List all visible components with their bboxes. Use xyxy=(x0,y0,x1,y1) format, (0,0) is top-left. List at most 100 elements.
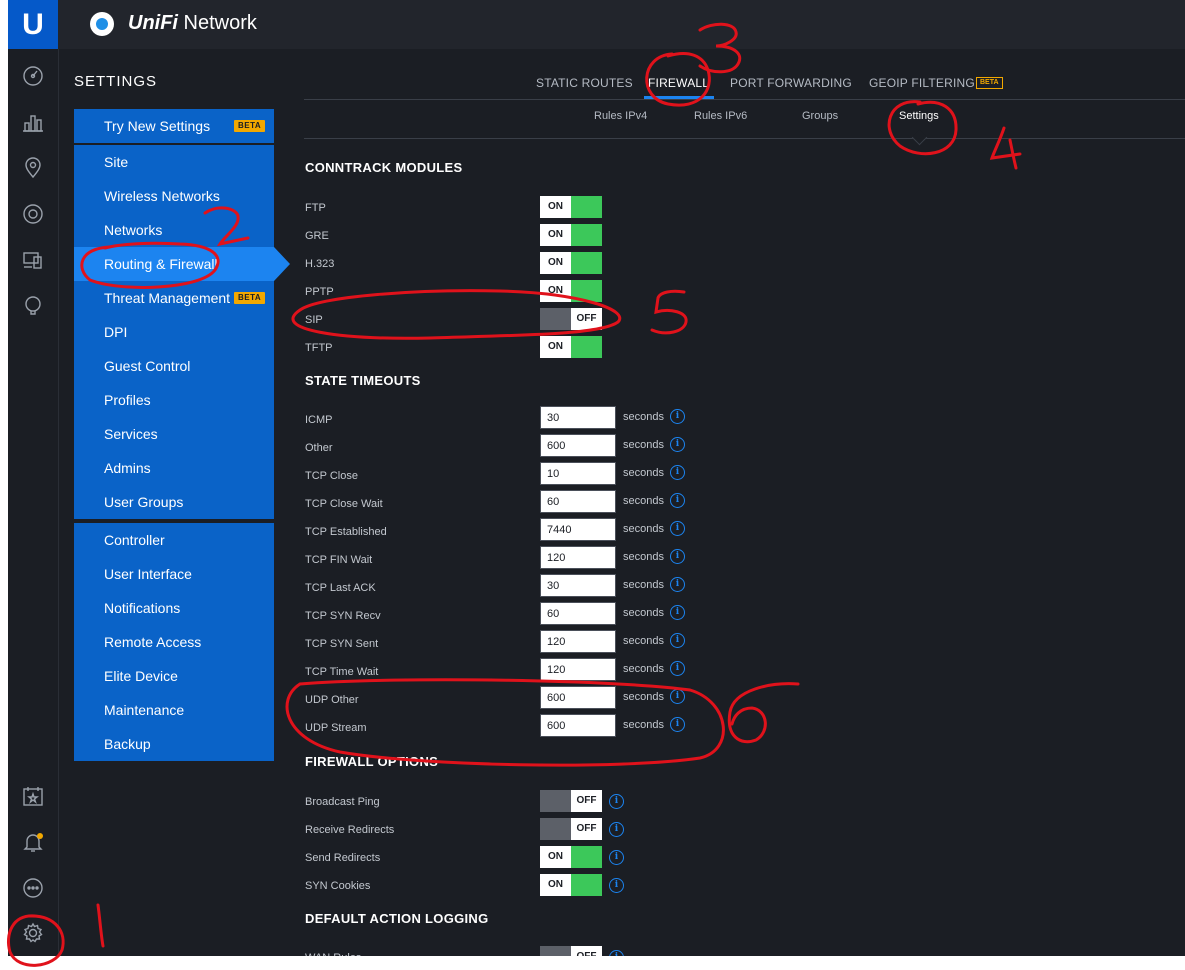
setting-label: Send Redirects xyxy=(305,852,381,864)
unit-label: seconds xyxy=(623,579,664,591)
unit-label: seconds xyxy=(623,439,664,451)
info-icon[interactable]: i xyxy=(670,521,685,536)
settings-title: SETTINGS xyxy=(74,73,158,90)
info-icon[interactable]: i xyxy=(670,549,685,564)
sidebar-item-notifications[interactable]: Notifications xyxy=(74,591,274,625)
timeout-input[interactable] xyxy=(540,546,616,569)
info-icon[interactable]: i xyxy=(609,850,624,865)
setting-label: GRE xyxy=(305,230,329,242)
toggle-switch[interactable]: ON xyxy=(540,252,602,274)
tab-firewall[interactable]: FIREWALL xyxy=(648,76,710,90)
sidebar-item-wireless-networks[interactable]: Wireless Networks xyxy=(74,179,274,213)
sidebar-item-guest-control[interactable]: Guest Control xyxy=(74,349,274,383)
sidebar-item-user-groups[interactable]: User Groups xyxy=(74,485,274,519)
info-icon[interactable]: i xyxy=(670,717,685,732)
sidebar-item-label: Backup xyxy=(104,736,151,752)
info-icon[interactable]: i xyxy=(609,950,624,956)
info-icon[interactable]: i xyxy=(670,633,685,648)
toggle-on-label: ON xyxy=(540,336,571,358)
subtab-rules-ipv6[interactable]: Rules IPv6 xyxy=(694,110,748,122)
timeout-input[interactable] xyxy=(540,574,616,597)
sidebar-item-site[interactable]: Site xyxy=(74,145,274,179)
timeout-label: TCP Close Wait xyxy=(305,498,383,510)
timeout-input[interactable] xyxy=(540,714,616,737)
toggle-switch[interactable]: OFF xyxy=(540,946,602,956)
tab-geoip-filtering[interactable]: GEOIP FILTERING xyxy=(869,76,975,90)
sidebar-item-networks[interactable]: Networks xyxy=(74,213,274,247)
tab-port-forwarding[interactable]: PORT FORWARDING xyxy=(730,76,852,90)
chat-icon[interactable] xyxy=(20,875,46,901)
toggle-switch[interactable]: OFF xyxy=(540,818,602,840)
subtab-rules-ipv4[interactable]: Rules IPv4 xyxy=(594,110,648,122)
timeout-input[interactable] xyxy=(540,658,616,681)
unit-label: seconds xyxy=(623,663,664,675)
beta-badge: BETA xyxy=(234,120,266,132)
info-icon[interactable]: i xyxy=(670,605,685,620)
subtab-groups[interactable]: Groups xyxy=(802,110,839,122)
info-icon[interactable]: i xyxy=(609,878,624,893)
clients-icon[interactable] xyxy=(20,247,46,273)
left-rail: U xyxy=(8,0,59,956)
sidebar-item-user-interface[interactable]: User Interface xyxy=(74,557,274,591)
sidebar-item-label: Admins xyxy=(104,460,151,476)
settings-icon[interactable] xyxy=(20,920,46,946)
info-icon[interactable]: i xyxy=(609,822,624,837)
toggle-switch[interactable]: OFF xyxy=(540,308,602,330)
tab-static-routes[interactable]: STATIC ROUTES xyxy=(536,76,633,90)
info-icon[interactable]: i xyxy=(670,437,685,452)
sidebar-item-backup[interactable]: Backup xyxy=(74,727,274,761)
subtab-settings[interactable]: Settings xyxy=(899,110,939,122)
setting-label: H.323 xyxy=(305,258,335,270)
app-window: U UniFi Net xyxy=(8,0,1185,956)
dashboard-icon[interactable] xyxy=(20,63,46,89)
info-icon[interactable]: i xyxy=(670,493,685,508)
timeout-input[interactable] xyxy=(540,434,616,457)
toggle-switch[interactable]: ON xyxy=(540,336,602,358)
sidebar-item-routing-firewall[interactable]: Routing & Firewall xyxy=(74,247,290,281)
sidebar-item-label: User Groups xyxy=(104,494,184,510)
timeout-input[interactable] xyxy=(540,406,616,429)
toggle-switch[interactable]: OFF xyxy=(540,790,602,812)
info-icon[interactable]: i xyxy=(670,661,685,676)
alerts-icon[interactable] xyxy=(20,829,46,855)
info-icon[interactable]: i xyxy=(670,577,685,592)
timeout-input[interactable] xyxy=(540,686,616,709)
sidebar-item-threat-management[interactable]: Threat Management BETA xyxy=(74,281,274,315)
map-icon[interactable] xyxy=(20,155,46,181)
sidebar-item-dpi[interactable]: DPI xyxy=(74,315,274,349)
toggle-on-label: ON xyxy=(540,224,571,246)
timeout-input[interactable] xyxy=(540,490,616,513)
setting-label: FTP xyxy=(305,202,326,214)
brand-bold: UniFi xyxy=(128,12,178,34)
unifi-logo[interactable]: U xyxy=(8,0,58,49)
sidebar-item-profiles[interactable]: Profiles xyxy=(74,383,274,417)
toggle-switch[interactable]: ON xyxy=(540,280,602,302)
toggle-switch[interactable]: ON xyxy=(540,196,602,218)
toggle-switch[interactable]: ON xyxy=(540,846,602,868)
sidebar-item-services[interactable]: Services xyxy=(74,417,274,451)
sidebar-item-controller[interactable]: Controller xyxy=(74,523,274,557)
insights-icon[interactable] xyxy=(20,293,46,319)
toggle-off-label: OFF xyxy=(571,308,602,330)
toggle-switch[interactable]: ON xyxy=(540,874,602,896)
sidebar-item-admins[interactable]: Admins xyxy=(74,451,274,485)
devices-icon[interactable] xyxy=(20,201,46,227)
timeout-input[interactable] xyxy=(540,518,616,541)
timeout-input[interactable] xyxy=(540,602,616,625)
timeout-input[interactable] xyxy=(540,462,616,485)
statistics-icon[interactable] xyxy=(20,109,46,135)
timeout-input[interactable] xyxy=(540,630,616,653)
sidebar-item-remote-access[interactable]: Remote Access xyxy=(74,625,274,659)
try-new-settings-item[interactable]: Try New Settings BETA xyxy=(74,109,274,143)
sidebar-item-maintenance[interactable]: Maintenance xyxy=(74,693,274,727)
section-heading: FIREWALL OPTIONS xyxy=(305,754,439,769)
info-icon[interactable]: i xyxy=(670,465,685,480)
timeout-label: TCP Close xyxy=(305,470,358,482)
toggle-off-label: OFF xyxy=(571,946,602,956)
sidebar-item-elite-device[interactable]: Elite Device xyxy=(74,659,274,693)
info-icon[interactable]: i xyxy=(609,794,624,809)
toggle-switch[interactable]: ON xyxy=(540,224,602,246)
info-icon[interactable]: i xyxy=(670,689,685,704)
events-icon[interactable] xyxy=(20,783,46,809)
info-icon[interactable]: i xyxy=(670,409,685,424)
